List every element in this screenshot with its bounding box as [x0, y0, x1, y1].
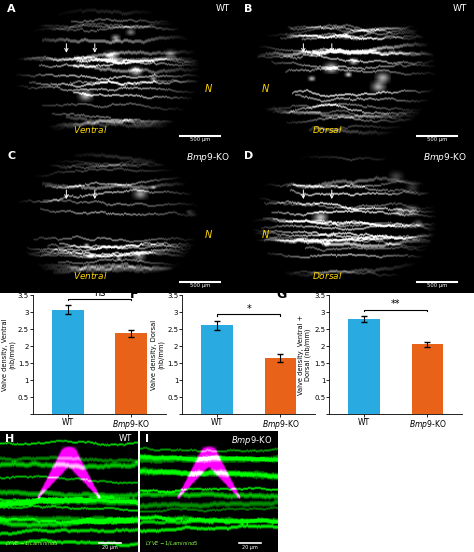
Text: **: ** — [391, 299, 401, 309]
Text: $\it{N}$: $\it{N}$ — [204, 82, 213, 94]
Text: G: G — [276, 288, 287, 301]
Text: 500 μm: 500 μm — [190, 283, 210, 288]
Text: H: H — [6, 434, 15, 444]
Text: 500 μm: 500 μm — [427, 137, 447, 142]
Text: 20 μm: 20 μm — [102, 545, 118, 550]
Text: D: D — [244, 151, 254, 161]
Text: 500 μm: 500 μm — [190, 137, 210, 142]
Bar — [348, 319, 380, 414]
Y-axis label: Valve density, Dorsal
(nb/mm): Valve density, Dorsal (nb/mm) — [151, 320, 164, 390]
Text: $\it{Ventral}$: $\it{Ventral}$ — [73, 270, 107, 281]
Bar — [201, 325, 233, 414]
Text: $\it{N}$: $\it{N}$ — [204, 228, 213, 240]
Text: 500 μm: 500 μm — [427, 283, 447, 288]
Text: $\it{Dorsal}$: $\it{Dorsal}$ — [312, 270, 342, 281]
Text: $\it{Dorsal}$: $\it{Dorsal}$ — [312, 124, 342, 135]
Text: $\it{N}$: $\it{N}$ — [261, 82, 270, 94]
Text: ns: ns — [94, 288, 105, 298]
Text: $\it{LYVE-1 / Laminin α5}$: $\it{LYVE-1 / Laminin α5}$ — [146, 539, 199, 547]
Text: $\it{Bmp9}$-KO: $\it{Bmp9}$-KO — [186, 151, 230, 164]
Text: I: I — [146, 434, 149, 444]
Bar — [411, 344, 443, 414]
Y-axis label: Valve density, Ventral +
Dorsal (nb/mm): Valve density, Ventral + Dorsal (nb/mm) — [298, 315, 311, 395]
Y-axis label: Valve density, Ventral
(nb/mm): Valve density, Ventral (nb/mm) — [1, 319, 15, 391]
Text: WT: WT — [118, 434, 132, 443]
Text: *: * — [246, 304, 251, 314]
Bar — [115, 333, 147, 414]
Text: $\it{Bmp9}$-KO: $\it{Bmp9}$-KO — [231, 434, 272, 447]
Text: $\it{LYVE-1 / Laminin α5}$: $\it{LYVE-1 / Laminin α5}$ — [6, 539, 59, 547]
Bar — [264, 358, 296, 414]
Text: A: A — [7, 4, 16, 14]
Text: B: B — [244, 4, 253, 14]
Bar — [52, 310, 84, 414]
Text: WT: WT — [453, 4, 467, 13]
Text: C: C — [7, 151, 15, 161]
Text: 20 μm: 20 μm — [242, 545, 258, 550]
Text: $\it{Bmp9}$-KO: $\it{Bmp9}$-KO — [423, 151, 467, 164]
Text: $\it{Ventral}$: $\it{Ventral}$ — [73, 124, 107, 135]
Text: WT: WT — [216, 4, 230, 13]
Text: F: F — [129, 288, 138, 301]
Text: $\it{N}$: $\it{N}$ — [261, 228, 270, 240]
